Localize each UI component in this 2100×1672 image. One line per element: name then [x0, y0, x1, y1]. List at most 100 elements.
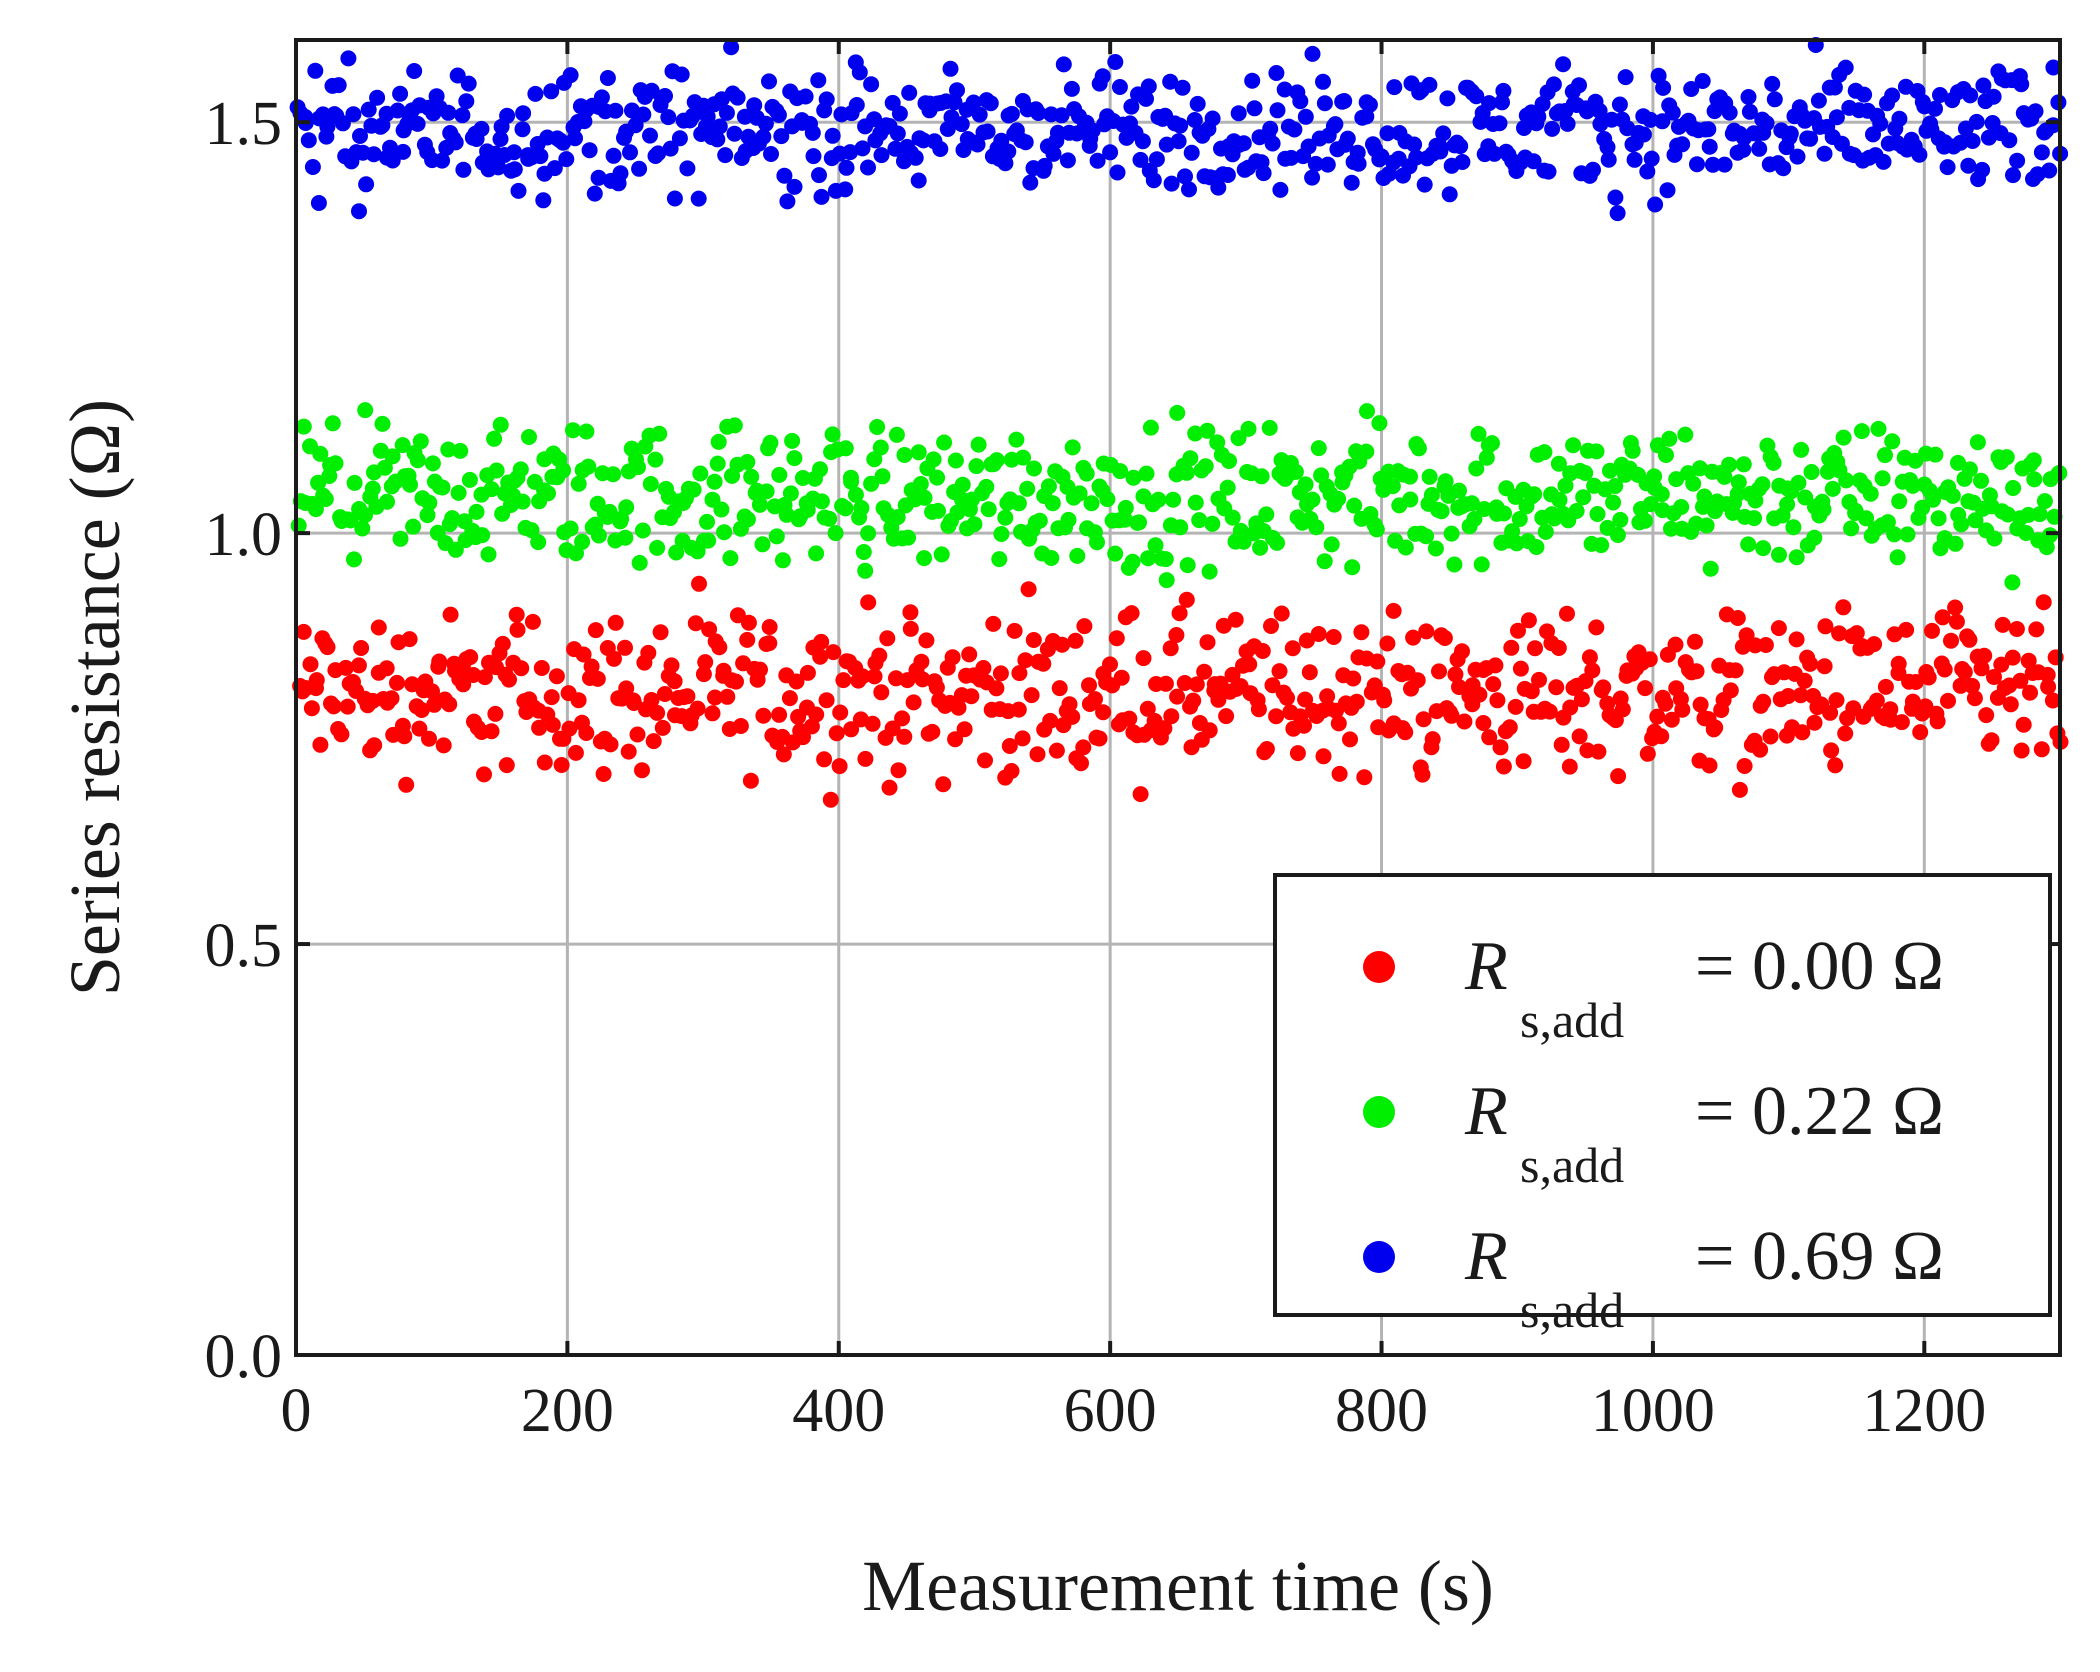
data-point	[707, 689, 723, 706]
data-point	[389, 674, 405, 691]
data-point	[1939, 159, 1956, 176]
data-point	[679, 160, 696, 177]
data-point	[521, 429, 537, 445]
data-point	[1920, 669, 1937, 686]
data-point	[562, 520, 579, 537]
data-point	[1454, 643, 1470, 660]
data-point	[709, 455, 726, 472]
data-point	[1468, 460, 1485, 477]
data-point	[1183, 144, 1200, 161]
data-point	[527, 85, 544, 102]
data-point	[1121, 710, 1138, 727]
data-point	[671, 130, 688, 147]
data-point	[2025, 452, 2042, 469]
data-point	[1531, 671, 1547, 688]
data-point	[499, 107, 516, 124]
data-point	[666, 190, 683, 207]
data-point	[1668, 471, 1685, 488]
data-point	[1968, 113, 1985, 130]
data-point	[988, 680, 1005, 697]
data-point	[1559, 115, 1576, 132]
data-point	[461, 471, 478, 488]
data-point	[1063, 80, 1080, 97]
data-point	[835, 672, 852, 689]
data-point	[1000, 143, 1017, 160]
data-point	[1927, 446, 1944, 463]
data-point	[1123, 605, 1140, 622]
data-point	[1081, 677, 1097, 694]
data-point	[1575, 489, 1592, 506]
data-point	[813, 493, 830, 510]
data-point	[1722, 682, 1739, 699]
data-point	[1421, 468, 1438, 485]
data-point	[768, 528, 785, 545]
data-point	[1492, 739, 1509, 756]
data-point	[1307, 155, 1324, 172]
data-point	[1838, 472, 1855, 489]
data-point	[618, 680, 635, 697]
data-point	[1210, 179, 1227, 196]
data-point	[889, 509, 906, 526]
data-point	[804, 124, 821, 141]
data-point	[1342, 731, 1358, 748]
data-point	[1443, 707, 1460, 724]
data-point	[409, 115, 426, 132]
data-point	[1254, 643, 1271, 659]
data-point	[953, 116, 970, 133]
data-point	[662, 140, 679, 157]
data-point	[1815, 501, 1832, 518]
data-point	[732, 718, 749, 734]
data-point	[1073, 755, 1089, 772]
data-point	[1446, 556, 1463, 573]
data-point	[1526, 486, 1543, 503]
data-point	[1345, 670, 1362, 687]
data-point	[1653, 728, 1670, 745]
data-point	[723, 39, 740, 56]
data-point	[1346, 497, 1363, 514]
data-point	[1702, 560, 1719, 577]
data-point	[1585, 161, 1601, 178]
data-point	[617, 639, 633, 656]
data-point	[1755, 540, 1772, 557]
data-point	[1210, 691, 1227, 708]
data-point	[1568, 503, 1585, 519]
data-point	[1835, 429, 1852, 446]
data-point	[1138, 90, 1154, 107]
data-point	[691, 575, 707, 592]
data-point	[1476, 501, 1493, 517]
data-point	[1974, 161, 1991, 178]
data-point	[1872, 115, 1889, 132]
data-point	[1735, 141, 1752, 158]
data-point	[1064, 708, 1081, 725]
data-point	[1001, 738, 1018, 754]
data-point	[837, 440, 854, 457]
data-point	[784, 432, 801, 449]
data-point	[1536, 444, 1553, 461]
data-point	[1188, 676, 1205, 693]
data-point	[1510, 622, 1526, 639]
data-point	[687, 615, 704, 632]
data-point	[357, 402, 374, 419]
legend-value: = 0.69 Ω	[1695, 1218, 1944, 1295]
data-point	[1940, 692, 1956, 709]
data-point	[1911, 146, 1928, 163]
data-point	[1327, 116, 1344, 133]
data-point	[1889, 549, 1906, 566]
data-point	[1246, 100, 1263, 117]
data-point	[1240, 420, 1257, 437]
data-point	[1163, 708, 1180, 725]
data-point	[1262, 120, 1279, 137]
data-point	[1124, 553, 1141, 570]
data-point	[315, 106, 331, 123]
data-point	[1875, 153, 1892, 170]
data-point	[1545, 76, 1562, 93]
legend-value: = 0.22 Ω	[1695, 1073, 1944, 1150]
data-point	[666, 673, 683, 690]
data-point	[1030, 105, 1047, 121]
data-point	[1040, 478, 1057, 495]
data-point	[1658, 447, 1674, 463]
data-point	[337, 659, 354, 676]
data-point	[1112, 463, 1129, 480]
data-point	[1685, 475, 1702, 492]
